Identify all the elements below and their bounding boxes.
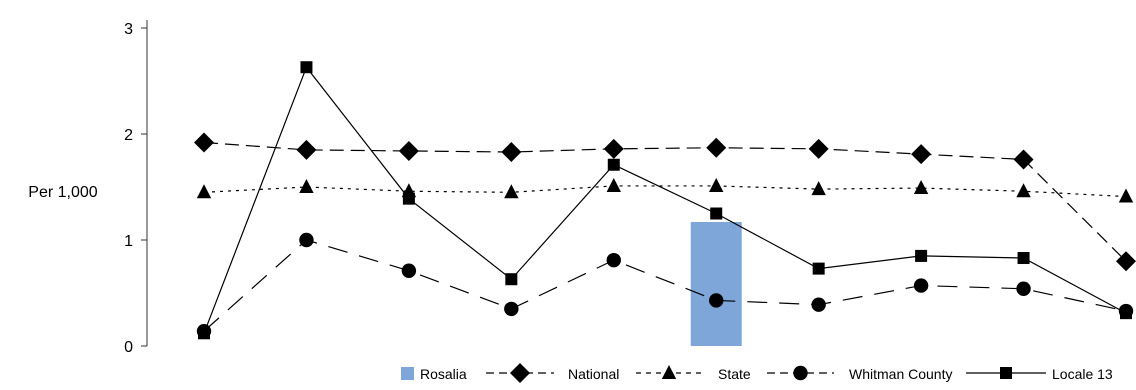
point-national bbox=[603, 138, 624, 159]
point-national bbox=[911, 144, 932, 165]
point-whitman-county bbox=[401, 263, 417, 278]
point-locale-13 bbox=[300, 61, 313, 74]
point-locale-13 bbox=[1120, 307, 1132, 320]
point-state bbox=[504, 184, 519, 199]
point-locale-13 bbox=[198, 327, 210, 340]
line-whitman-county bbox=[203, 239, 1127, 332]
point-locale-13 bbox=[505, 273, 518, 286]
point-locale-13 bbox=[915, 249, 928, 262]
legend-label-rosalia: Rosalia bbox=[420, 366, 467, 382]
point-national bbox=[296, 139, 317, 160]
point-national bbox=[706, 137, 727, 158]
y-tick-label: 3 bbox=[124, 21, 133, 38]
point-state bbox=[811, 181, 826, 196]
y-axis: 0 1 2 3 bbox=[124, 20, 148, 356]
point-national bbox=[808, 138, 829, 159]
point-locale-13 bbox=[710, 207, 723, 220]
point-state bbox=[299, 179, 314, 193]
bar-rosalia bbox=[690, 221, 742, 346]
legend-label-national: National bbox=[568, 366, 619, 382]
line-series-group bbox=[194, 61, 1136, 340]
series-whitman-county bbox=[196, 232, 1134, 339]
legend-marker-locale-13 bbox=[1000, 367, 1012, 379]
point-national bbox=[1116, 251, 1136, 272]
point-state bbox=[709, 177, 724, 192]
point-whitman-county bbox=[811, 297, 826, 312]
point-state bbox=[606, 177, 621, 192]
point-national bbox=[501, 142, 522, 163]
point-national bbox=[1013, 149, 1034, 170]
y-axis-label: Per 1,000 bbox=[28, 184, 97, 201]
line-national bbox=[203, 141, 1127, 262]
legend-label-locale-13: Locale 13 bbox=[1052, 366, 1113, 382]
point-state bbox=[196, 184, 212, 199]
bar-series bbox=[690, 221, 742, 346]
y-tick-label: 2 bbox=[124, 127, 133, 144]
legend: Rosalia National State Whitman County Locale… bbox=[401, 363, 1113, 383]
point-whitman-county bbox=[913, 278, 929, 293]
legend-label-whitman-county: Whitman County bbox=[849, 366, 952, 382]
point-whitman-county bbox=[1016, 281, 1031, 296]
point-whitman-county bbox=[606, 252, 621, 268]
series-national bbox=[194, 132, 1136, 272]
point-locale-13 bbox=[1017, 252, 1030, 265]
point-locale-13 bbox=[402, 192, 415, 205]
point-national bbox=[194, 132, 214, 153]
series-state bbox=[196, 177, 1134, 203]
point-whitman-county bbox=[504, 301, 519, 317]
point-locale-13 bbox=[607, 158, 620, 171]
y-tick-label: 0 bbox=[124, 339, 133, 356]
legend-marker-whitman-county bbox=[793, 365, 808, 381]
point-whitman-county bbox=[709, 293, 724, 308]
series-locale-13 bbox=[198, 61, 1132, 340]
point-state bbox=[1016, 183, 1031, 198]
line-state bbox=[203, 185, 1127, 198]
point-state bbox=[1118, 188, 1134, 203]
point-locale-13 bbox=[812, 262, 825, 275]
legend-label-state: State bbox=[718, 366, 751, 382]
legend-swatch-rosalia bbox=[401, 367, 414, 380]
point-whitman-county bbox=[299, 232, 314, 248]
legend-marker-national bbox=[510, 363, 530, 383]
y-tick-label: 1 bbox=[124, 233, 133, 250]
point-national bbox=[398, 140, 419, 161]
point-state bbox=[913, 180, 929, 195]
line-locale-13 bbox=[203, 66, 1127, 334]
legend-marker-state bbox=[661, 365, 677, 379]
